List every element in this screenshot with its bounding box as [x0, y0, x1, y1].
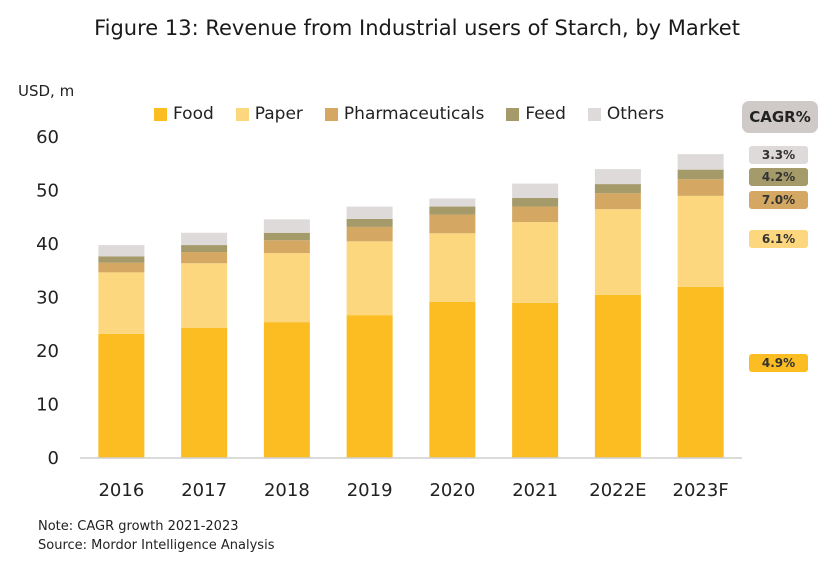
legend-label-feed: Feed: [525, 104, 566, 124]
bar-segment-feed: [346, 218, 393, 227]
bar-segment-food: [181, 327, 228, 458]
bar-segment-others: [677, 154, 724, 170]
bar-segment-paper: [512, 222, 559, 303]
x-tick-label: 2022E: [589, 480, 646, 501]
legend-swatch-paper: [235, 107, 249, 121]
cagr-badge-paper: 6.1%: [749, 230, 808, 248]
cagr-badge-food: 4.9%: [749, 354, 808, 372]
bar-segment-pharmaceuticals: [346, 226, 393, 242]
y-tick-label: 0: [48, 448, 59, 469]
legend-swatch-feed: [506, 107, 520, 121]
x-tick-label: 2019: [347, 480, 393, 501]
chart-title: Figure 13: Revenue from Industrial users…: [94, 16, 740, 40]
cagr-header: CAGR%: [742, 101, 818, 133]
cagr-badge-pharmaceuticals: 7.0%: [749, 191, 808, 209]
legend-label-food: Food: [173, 104, 214, 124]
legend-swatch-others: [587, 107, 601, 121]
bar-segment-food: [263, 322, 310, 458]
legend-item-feed: Feed: [506, 104, 566, 124]
y-tick-label: 20: [36, 341, 59, 362]
bar-segment-feed: [181, 245, 228, 253]
bar-segment-others: [346, 206, 393, 219]
y-tick-label: 10: [36, 395, 59, 416]
bar-segment-pharmaceuticals: [98, 262, 145, 273]
legend-label-others: Others: [606, 104, 665, 124]
legend-swatch-food: [154, 107, 167, 121]
cagr-badge-feed: 4.2%: [749, 168, 808, 186]
bar-segment-feed: [594, 184, 641, 194]
y-tick-label: 30: [36, 288, 59, 309]
bar-segment-others: [98, 245, 145, 257]
bar-segment-pharmaceuticals: [677, 179, 724, 196]
cagr-badge-others: 3.3%: [749, 146, 808, 164]
bar-segment-others: [512, 183, 559, 198]
bar-segment-others: [263, 219, 310, 233]
legend-item-food: Food: [154, 104, 214, 124]
legend: Food Paper Pharmaceuticals Feed Others: [154, 104, 686, 124]
x-tick-label: 2017: [181, 480, 227, 501]
bar-segment-others: [429, 198, 476, 207]
x-tick-label: 2016: [98, 480, 144, 501]
x-tick-label: 2018: [264, 480, 310, 501]
bar-segment-food: [346, 315, 393, 458]
bar-segment-food: [594, 294, 641, 458]
bar-segment-pharmaceuticals: [512, 206, 559, 223]
legend-label-paper: Paper: [254, 104, 303, 124]
bar-segment-paper: [181, 263, 228, 328]
bar-segment-feed: [263, 232, 310, 241]
bar-segment-feed: [98, 256, 145, 263]
source-note: Source: Mordor Intelligence Analysis: [38, 538, 275, 553]
y-tick-label: 60: [36, 127, 59, 148]
bar-segment-others: [181, 232, 228, 246]
bar-segment-paper: [263, 253, 310, 323]
bar-segment-food: [512, 302, 559, 458]
bar-segment-feed: [512, 197, 559, 207]
x-tick-label: 2020: [429, 480, 475, 501]
bar-segment-food: [429, 301, 476, 458]
y-axis-label: USD, m: [18, 82, 75, 100]
bar-segment-paper: [594, 209, 641, 295]
bar-segment-others: [594, 169, 641, 185]
legend-label-pharmaceuticals: Pharmaceuticals: [343, 104, 485, 124]
bar-segment-food: [98, 333, 145, 458]
x-tick-label: 2023F: [673, 480, 729, 501]
bar-segment-pharmaceuticals: [594, 193, 641, 210]
bar-segment-paper: [429, 233, 476, 302]
legend-swatch-pharmaceuticals: [324, 107, 338, 121]
bar-segment-paper: [677, 195, 724, 287]
bar-segment-pharmaceuticals: [263, 240, 310, 254]
bar-segment-paper: [98, 272, 145, 334]
footnote: Note: CAGR growth 2021-2023: [38, 519, 239, 534]
y-tick-label: 50: [36, 181, 59, 202]
bar-segment-paper: [346, 241, 393, 316]
bar-segment-feed: [429, 206, 476, 215]
y-tick-label: 40: [36, 234, 59, 255]
bar-segment-food: [677, 286, 724, 458]
bar-segment-pharmaceuticals: [181, 252, 228, 264]
legend-item-paper: Paper: [235, 104, 303, 124]
legend-item-others: Others: [587, 104, 665, 124]
legend-item-pharmaceuticals: Pharmaceuticals: [324, 104, 485, 124]
bar-segment-feed: [677, 169, 724, 180]
bar-segment-pharmaceuticals: [429, 214, 476, 234]
x-tick-label: 2021: [512, 480, 558, 501]
